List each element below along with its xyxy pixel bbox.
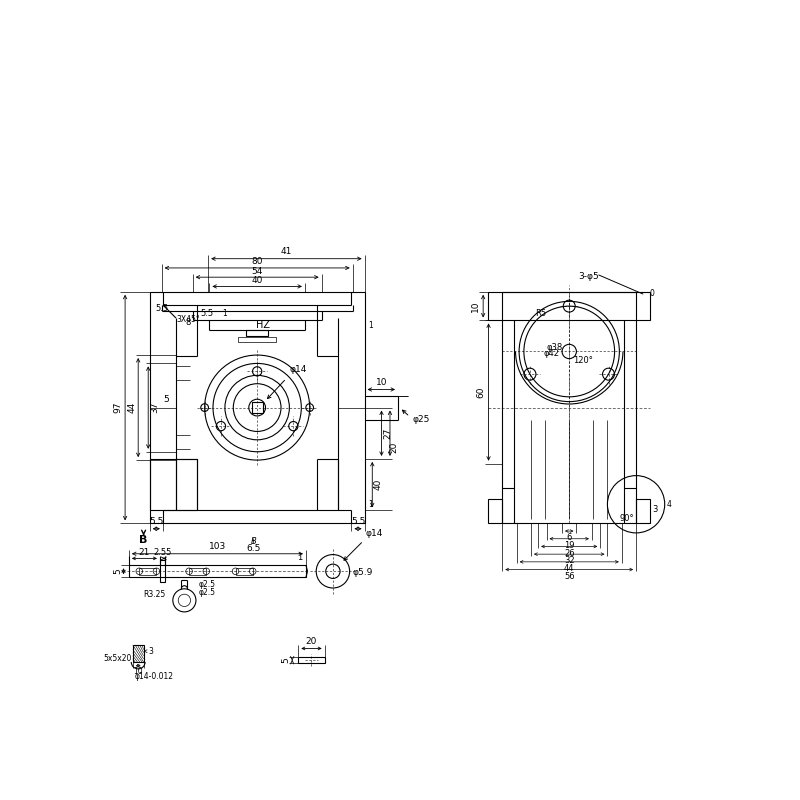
Text: 90°: 90°: [619, 514, 634, 523]
Text: 1: 1: [297, 554, 302, 562]
Text: φ14: φ14: [290, 365, 307, 374]
Text: 80: 80: [251, 257, 263, 266]
Text: 2.55: 2.55: [154, 548, 172, 557]
Text: 37: 37: [150, 402, 159, 414]
Text: 44: 44: [564, 564, 574, 573]
Text: B: B: [250, 538, 256, 546]
Text: 5: 5: [282, 658, 290, 663]
Text: φ38: φ38: [547, 343, 563, 352]
Text: R5: R5: [535, 309, 546, 318]
Bar: [133, 645, 143, 662]
Text: 5.5: 5.5: [155, 304, 168, 313]
Text: 103: 103: [209, 542, 226, 551]
Bar: [129, 566, 306, 578]
Text: HZ: HZ: [256, 320, 270, 330]
Text: 10: 10: [471, 300, 480, 312]
Text: 32: 32: [564, 557, 574, 566]
Text: 5: 5: [163, 394, 170, 404]
Text: 3: 3: [653, 505, 658, 514]
Bar: [488, 292, 650, 321]
Text: 56: 56: [564, 572, 574, 581]
Text: B: B: [139, 535, 148, 546]
Text: φ2.5: φ2.5: [198, 581, 215, 590]
Text: 10: 10: [134, 666, 143, 675]
Text: 20: 20: [306, 637, 317, 646]
Text: 5.5: 5.5: [201, 309, 214, 318]
Text: 27: 27: [383, 427, 392, 439]
Text: 44: 44: [127, 402, 137, 414]
Text: φ14-0.012: φ14-0.012: [135, 672, 174, 681]
Text: 20: 20: [390, 442, 398, 453]
Text: 4: 4: [667, 500, 672, 509]
Text: 19: 19: [564, 541, 574, 550]
Text: 5: 5: [114, 569, 122, 574]
Bar: [150, 459, 198, 510]
Text: 5.5: 5.5: [351, 518, 365, 526]
Text: φ2.5: φ2.5: [198, 588, 215, 597]
Text: 54: 54: [251, 266, 263, 276]
Text: 1: 1: [369, 500, 373, 509]
Text: 0: 0: [650, 289, 654, 298]
Text: 5.5: 5.5: [149, 518, 163, 526]
Text: φ42: φ42: [544, 349, 560, 358]
Text: φ14: φ14: [365, 529, 382, 538]
Text: 3-φ5: 3-φ5: [578, 272, 599, 281]
Text: 10: 10: [375, 378, 387, 387]
Text: 6: 6: [566, 534, 572, 542]
Bar: [139, 568, 157, 574]
Text: 5x5x20: 5x5x20: [103, 654, 131, 662]
Bar: [488, 499, 502, 523]
Text: 40: 40: [374, 479, 383, 490]
Bar: [238, 337, 276, 342]
Bar: [150, 292, 365, 523]
Text: 41: 41: [281, 247, 292, 256]
Bar: [252, 402, 262, 413]
Text: 1: 1: [369, 321, 373, 330]
Bar: [235, 568, 253, 574]
Text: 6.5: 6.5: [246, 544, 261, 553]
Text: 8: 8: [186, 318, 190, 327]
Bar: [246, 330, 268, 336]
Bar: [189, 568, 206, 574]
Text: φ5.9: φ5.9: [353, 568, 373, 578]
Text: φ25: φ25: [412, 414, 430, 424]
Bar: [636, 499, 650, 523]
Bar: [298, 657, 325, 663]
Text: 40: 40: [251, 276, 263, 285]
Text: 97: 97: [113, 402, 122, 414]
Text: R3.25: R3.25: [143, 590, 165, 598]
Text: 3X45°: 3X45°: [176, 314, 200, 324]
Text: 1: 1: [222, 309, 227, 318]
Bar: [502, 292, 636, 523]
Bar: [160, 560, 165, 582]
Text: 26: 26: [564, 549, 574, 558]
Text: 120°: 120°: [573, 356, 593, 366]
Text: 21: 21: [138, 548, 150, 557]
Text: 3: 3: [148, 646, 153, 656]
Text: 60: 60: [476, 386, 486, 398]
